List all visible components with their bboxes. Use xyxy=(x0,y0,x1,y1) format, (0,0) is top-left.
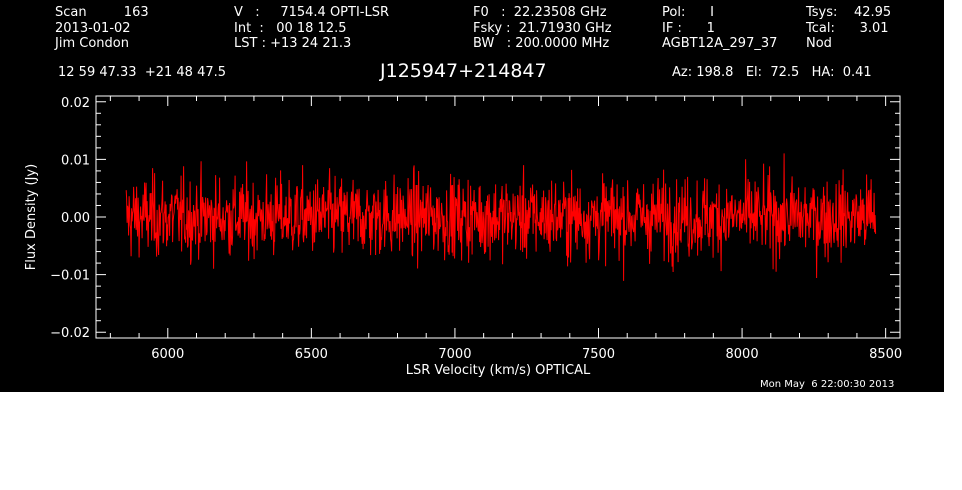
lst-label: LST : +13 24 21.3 xyxy=(234,36,352,51)
date-label: 2013-01-02 xyxy=(55,21,131,36)
polarization-label: Pol: I xyxy=(662,5,714,20)
x-tick-label: 6000 xyxy=(151,347,184,362)
x-tick-label: 6500 xyxy=(295,347,328,362)
y-tick-label: 0.00 xyxy=(61,211,90,226)
tcal-label: Tcal: 3.01 xyxy=(806,21,889,36)
velocity-label: V : 7154.4 OPTI-LSR xyxy=(234,5,390,20)
sky-freq-label: Fsky : 21.71930 GHz xyxy=(473,21,612,36)
bandwidth-label: BW : 200.0000 MHz xyxy=(473,36,610,51)
x-axis-title: LSR Velocity (km/s) OPTICAL xyxy=(406,363,591,378)
rest-freq-label: F0 : 22.23508 GHz xyxy=(473,5,607,20)
spectrum-trace-layer xyxy=(125,153,877,281)
tsys-label: Tsys: 42.95 xyxy=(806,5,892,20)
procedure-label: Nod xyxy=(806,36,832,51)
source-name: J125947+214847 xyxy=(380,60,547,82)
x-tick-label: 7500 xyxy=(582,347,615,362)
x-tick-label: 7000 xyxy=(438,347,471,362)
y-axis-title: Flux Density (Jy) xyxy=(24,164,39,270)
timestamp: Mon May 6 22:00:30 2013 xyxy=(760,379,895,390)
plot-panel: Scan 163 2013-01-02 Jim Condon V : 7154.… xyxy=(0,0,944,392)
integration-label: Int : 00 18 12.5 xyxy=(234,21,347,36)
y-tick-label: −0.02 xyxy=(50,326,90,341)
if-label: IF : 1 xyxy=(662,21,715,36)
source-coordinates: 12 59 47.33 +21 48 47.5 xyxy=(58,65,227,80)
scan-label: Scan 163 xyxy=(55,5,149,20)
spectrum-chart: 6000 6500 7000 7500 8000 8500 −0.02 −0.01 0.00 0… xyxy=(24,95,902,378)
observer-label: Jim Condon xyxy=(55,36,129,51)
x-tick-label: 8000 xyxy=(726,347,759,362)
y-axis: −0.02 −0.01 0.00 0.01 0.02 xyxy=(50,96,900,341)
x-tick-label: 8500 xyxy=(869,347,902,362)
y-tick-label: 0.02 xyxy=(61,96,90,111)
spectrum-series-line xyxy=(125,153,877,281)
pointing-info: Az: 198.8 El: 72.5 HA: 0.41 xyxy=(672,65,872,80)
y-tick-label: −0.01 xyxy=(50,269,90,284)
y-tick-label: 0.01 xyxy=(61,153,90,168)
x-axis: 6000 6500 7000 7500 8000 8500 xyxy=(109,96,902,362)
project-label: AGBT12A_297_37 xyxy=(662,36,778,51)
